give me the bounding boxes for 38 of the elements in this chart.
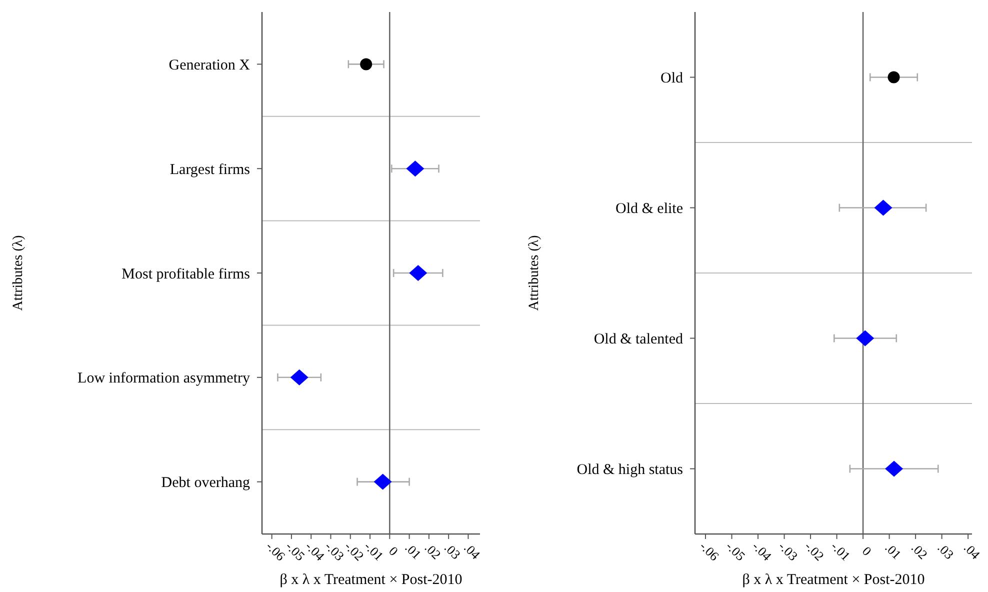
y-tick-label: Low information asymmetry [78,370,250,387]
y-tick-label: Old & high status [576,462,684,478]
y-axis-title: Attributes (λ) [527,234,542,311]
point [856,330,874,346]
x-axis-title: β x λ x Treatment × Post-2010 [742,572,925,588]
x-tick-label: -.03 [776,538,801,564]
y-tick-label: Old & talented [594,332,684,348]
x-tick-label: .03 [441,540,464,562]
x-tick-label: .04 [461,540,484,562]
y-tick-label: Old [660,70,684,86]
point [406,160,424,177]
x-tick-label: .01 [402,540,424,562]
x-tick-label: -.02 [802,538,828,564]
x-tick-label: .04 [960,540,984,562]
x-tick-label: .02 [422,540,444,562]
point [374,474,392,490]
point [888,71,900,84]
x-tick-label: .02 [908,540,931,562]
y-tick-label: Debt overhang [161,475,250,492]
y-axis-title: Attributes (λ) [11,234,26,311]
y-tick-label: Most profitable firms [122,266,250,282]
point [290,369,308,386]
point [874,200,892,216]
y-tick-label: Largest firms [170,162,250,178]
x-tick-label: 0 [386,543,402,559]
point [409,265,428,281]
x-axis-title: β x λ x Treatment × Post-2010 [280,572,462,588]
x-tick-label: .01 [882,540,904,562]
x-tick-label: -.06 [696,538,722,564]
point [360,58,372,70]
x-tick-label: -.05 [723,538,748,564]
x-tick-label: 0 [859,543,875,559]
x-tick-label: .03 [934,540,957,562]
point [885,460,904,477]
x-tick-label: -.01 [828,538,854,564]
y-tick-label: Generation X [168,57,250,74]
x-tick-label: -.04 [749,538,775,564]
y-tick-label: Old & elite [616,201,684,217]
